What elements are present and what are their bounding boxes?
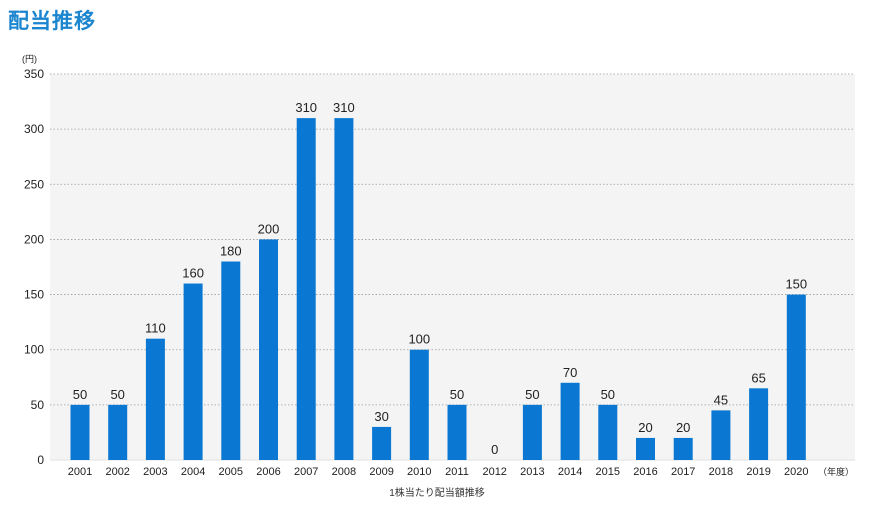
x-tick-label: 2020 [784,466,808,478]
bar [221,261,241,460]
data-label: 20 [638,420,652,435]
bar [70,404,90,460]
x-tick-label: 2008 [332,466,356,478]
x-tick-label: 2015 [596,466,620,478]
bar [749,388,769,460]
bar [296,118,316,460]
data-label: 0 [491,442,498,457]
page-title: 配当推移 [8,9,96,33]
plot-area [50,74,855,460]
bar [786,294,806,460]
data-label: 50 [110,387,124,402]
x-tick-label: 2019 [746,466,770,478]
bar [673,437,693,460]
data-label: 20 [676,420,690,435]
x-axis: 2001 2002 2003 2004 2005 2006 2007 2008 2009 2010… [68,466,809,478]
y-axis: 0 50 100 150 200 250 300 350 [24,67,44,467]
x-axis-title: 1株当たり配当額推移 [389,486,485,499]
data-label: 50 [525,387,539,402]
x-tick-label: 2001 [68,466,92,478]
x-tick-label: 2010 [407,466,431,478]
bar [108,404,128,460]
x-tick-label: 2004 [181,466,205,478]
data-label: 30 [374,409,388,424]
bar [636,437,655,460]
y-tick-label: 350 [24,67,44,81]
data-label: 50 [601,387,615,402]
y-tick-label: 100 [24,343,44,357]
data-label: 200 [258,221,280,236]
data-label: 310 [333,100,355,115]
bar [447,404,467,460]
bar [560,382,580,460]
x-tick-label: 2002 [105,466,129,478]
y-tick-label: 50 [31,398,45,412]
x-tick-label: 2005 [219,466,243,478]
data-label: 310 [295,100,317,115]
bar [372,426,392,460]
data-label: 70 [563,365,577,380]
y-tick-label: 300 [24,122,44,136]
x-tick-label: 2012 [482,466,506,478]
data-label: 50 [73,387,87,402]
x-tick-label: 2017 [671,466,695,478]
bar [183,283,203,460]
x-tick-label: 2014 [558,466,582,478]
data-labels: 50 50 110 160 180 200 310 310 30 100 50 0 50 70 50 20 20… [73,100,807,457]
data-label: 160 [182,266,204,281]
bars [70,118,806,460]
y-axis-unit-label: (円) [22,54,37,64]
bar [522,404,542,460]
bar [145,338,165,460]
x-axis-unit-label: （年度） [818,466,854,477]
y-tick-label: 200 [24,232,44,246]
data-label: 100 [408,332,430,347]
x-tick-label: 2018 [709,466,733,478]
x-tick-label: 2011 [445,466,469,478]
data-label: 50 [450,387,464,402]
bar [259,239,278,460]
y-tick-label: 150 [24,288,44,302]
bar [334,118,354,460]
x-tick-label: 2006 [256,466,280,478]
bar [409,349,429,460]
x-tick-label: 2007 [294,466,318,478]
y-tick-label: 250 [24,177,44,191]
data-label: 110 [145,321,166,336]
bar [711,410,731,460]
x-tick-label: 2013 [520,466,544,478]
x-tick-label: 2003 [143,466,167,478]
data-label: 180 [220,243,242,258]
y-tick-label: 0 [37,453,44,467]
data-label: 45 [714,392,728,407]
x-tick-label: 2016 [633,466,657,478]
bar [598,404,618,460]
data-label: 150 [785,277,807,292]
x-tick-label: 2009 [369,466,393,478]
data-label: 65 [751,370,765,385]
